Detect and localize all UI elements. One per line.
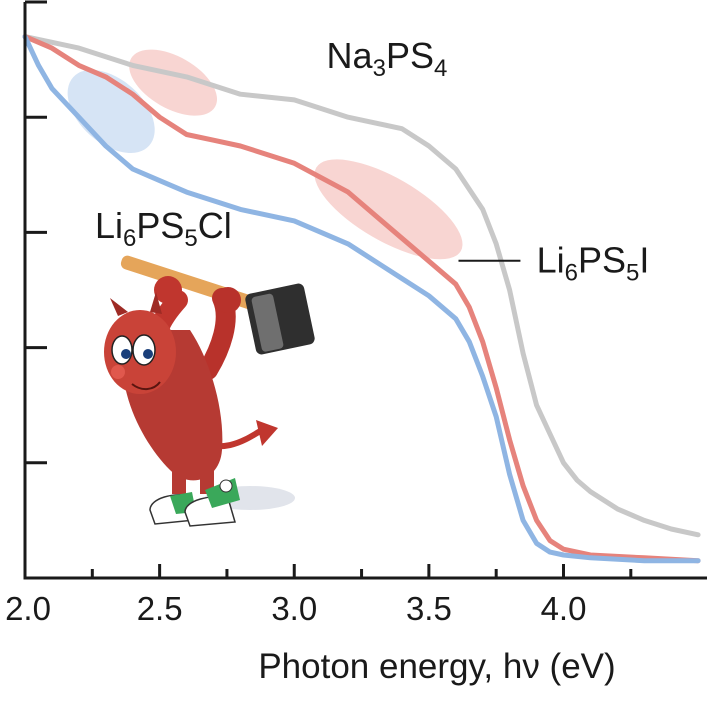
series-labels: Na3PS4 Li6PS5Cl Li6PS5I: [95, 35, 649, 286]
series-line-li6ps5cl: [22, 34, 701, 564]
highlight-i-onset: [129, 49, 218, 116]
highlight-i-shoulder: [314, 159, 463, 260]
sneaker-icon: [184, 478, 240, 527]
axis-ticks: [23, 0, 633, 578]
daemon-mascot-illustration: [104, 255, 315, 527]
label-na3ps4: Na3PS4: [327, 35, 448, 82]
highlight-cl-onset: [67, 69, 155, 153]
x-tick-label: 4.0: [541, 590, 587, 627]
tail-tip-icon: [256, 420, 278, 446]
label-li6ps5i: Li6PS5I: [537, 240, 650, 287]
sneaker-icon: [149, 492, 196, 525]
x-axis-title: Photon energy, hν (eV): [258, 647, 615, 686]
label-li6ps5cl: Li6PS5Cl: [95, 205, 232, 252]
x-tick-label: 2.0: [5, 590, 51, 627]
series-line-li6ps5i: [22, 34, 701, 564]
x-tick-label: 3.5: [406, 590, 452, 627]
x-tick-labels: 2.0 2.5 3.0 3.5 4.0: [5, 590, 586, 627]
series-lines: [22, 34, 701, 564]
axes: [23, 2, 707, 580]
x-tick-label: 2.5: [137, 590, 183, 627]
hammer-head-icon: [245, 283, 315, 355]
x-tick-label: 3.0: [271, 590, 317, 627]
highlight-regions: [67, 49, 463, 260]
series-line-na3ps4: [22, 34, 701, 538]
